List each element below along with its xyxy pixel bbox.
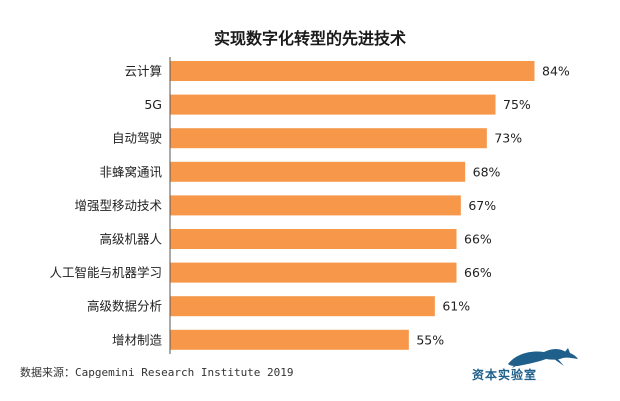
category-label: 高级数据分析 bbox=[87, 299, 162, 314]
brand-logo: 资本实验室 bbox=[468, 344, 586, 384]
bar bbox=[170, 296, 435, 317]
category-label: 非蜂窝通讯 bbox=[99, 164, 162, 179]
category-label: 高级机器人 bbox=[99, 232, 162, 247]
value-label: 66% bbox=[464, 265, 492, 280]
bar bbox=[170, 61, 535, 81]
value-label: 66% bbox=[464, 232, 492, 247]
value-label: 61% bbox=[442, 299, 470, 314]
value-label: 67% bbox=[468, 198, 496, 213]
chart-title: 实现数字化转型的先进技术 bbox=[214, 29, 406, 48]
bars-group: 云计算 84% 5G 75% 自动驾驶 73% 非蜂窝通讯 68% 增强型移动技术 67% 高级机器… bbox=[49, 61, 570, 350]
value-label: 75% bbox=[503, 97, 531, 112]
value-label: 84% bbox=[542, 64, 570, 79]
bar bbox=[170, 329, 409, 350]
category-label: 增材制造 bbox=[112, 332, 163, 347]
bar bbox=[170, 94, 496, 115]
category-label: 增强型移动技术 bbox=[74, 198, 162, 213]
value-label: 68% bbox=[473, 164, 501, 179]
category-label: 自动驾驶 bbox=[112, 131, 163, 146]
category-label: 人工智能与机器学习 bbox=[49, 265, 162, 280]
leaping-panther-icon bbox=[508, 348, 578, 368]
value-label: 73% bbox=[494, 131, 522, 146]
bar bbox=[170, 161, 466, 182]
bar bbox=[170, 195, 461, 216]
data-source-note: 数据来源：Capgemini Research Institute 2019 bbox=[20, 366, 294, 379]
bar bbox=[170, 229, 457, 249]
category-label: 5G bbox=[144, 97, 162, 112]
category-label: 云计算 bbox=[124, 64, 162, 79]
logo-text: 资本实验室 bbox=[472, 368, 538, 382]
value-label: 55% bbox=[416, 332, 444, 347]
bar bbox=[170, 128, 487, 149]
bar bbox=[170, 262, 457, 283]
